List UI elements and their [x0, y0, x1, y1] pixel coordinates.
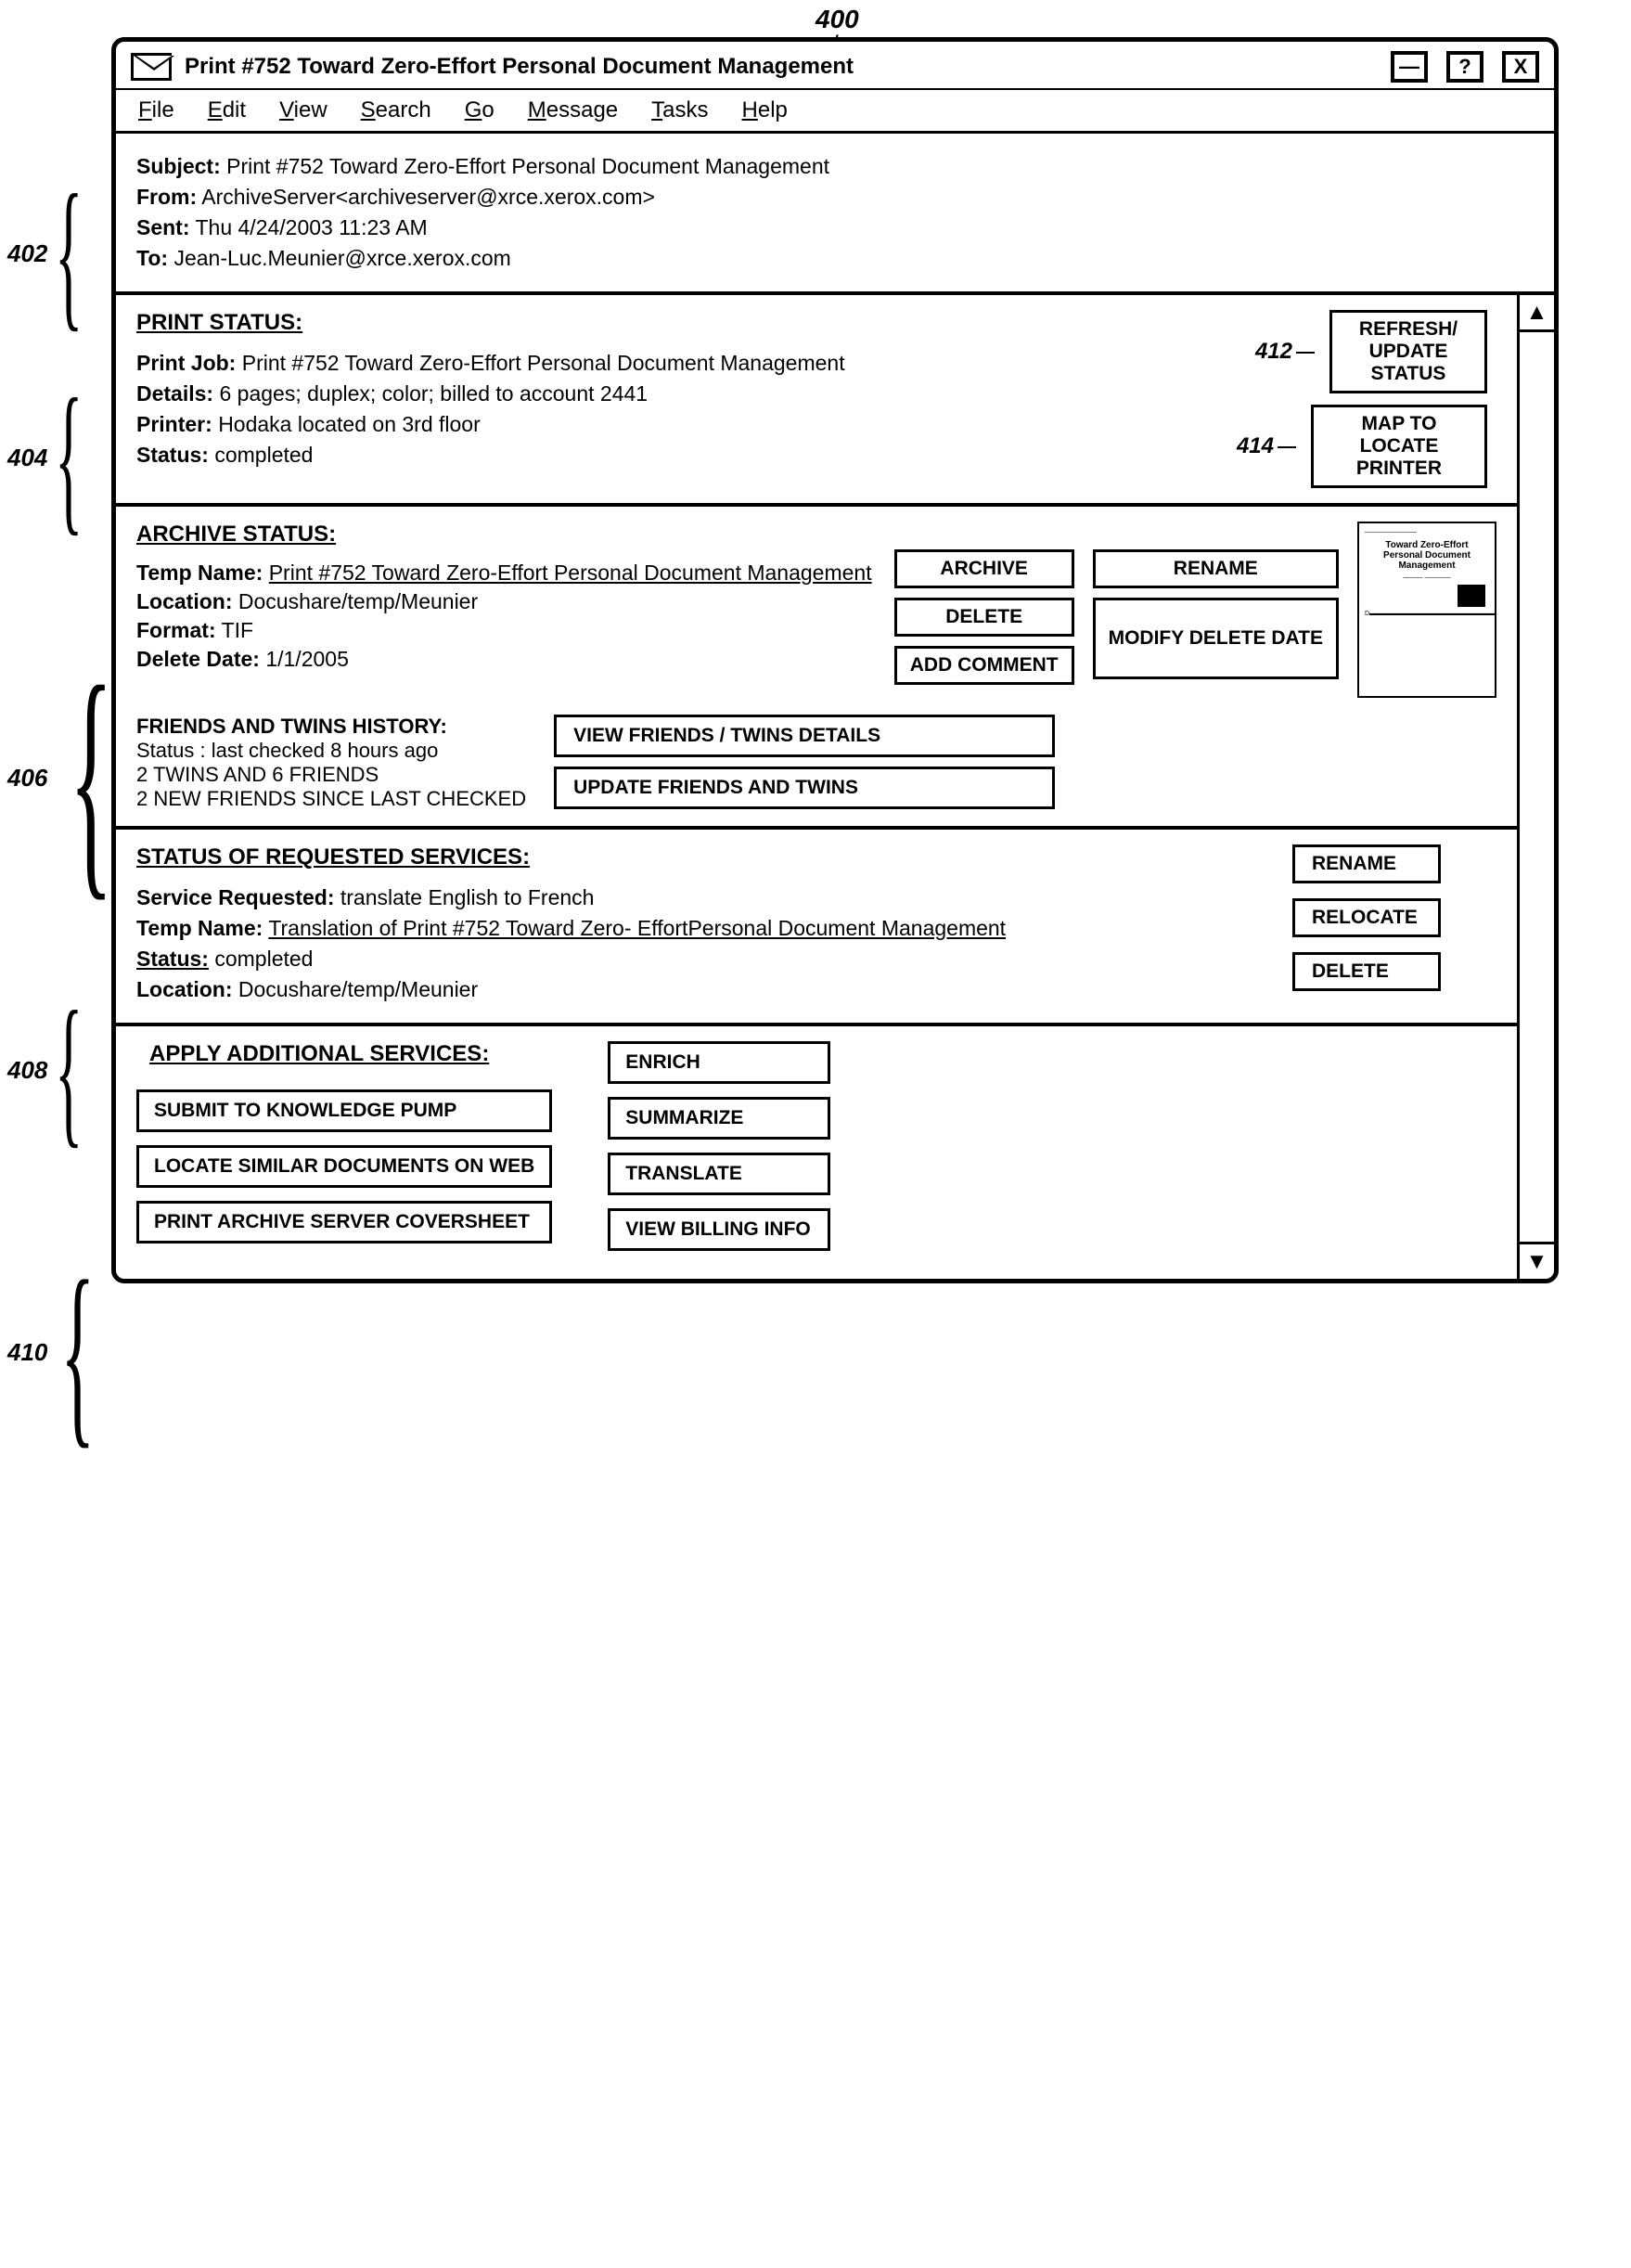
friends-status: Status : last checked 8 hours ago	[136, 739, 526, 763]
rename-button[interactable]: RENAME	[1093, 549, 1339, 588]
archive-temp-name[interactable]: Print #752 Toward Zero-Effort Personal D…	[269, 561, 872, 585]
printer-value: Hodaka located on 3rd floor	[218, 412, 481, 436]
menu-help[interactable]: Help	[742, 97, 788, 123]
subject-value: Print #752 Toward Zero-Effort Personal D…	[226, 154, 829, 178]
minimize-button[interactable]: —	[1391, 51, 1428, 83]
add-comment-button[interactable]: ADD COMMENT	[894, 646, 1074, 685]
map-printer-button[interactable]: MAP TO LOCATE PRINTER	[1311, 405, 1487, 488]
from-value: ArchiveServer<archiveserver@xrce.xerox.c…	[201, 185, 655, 209]
menubar: File Edit View Search Go Message Tasks H…	[116, 90, 1554, 134]
side-label-408: 408{	[7, 1012, 109, 1128]
mail-icon	[131, 53, 172, 81]
services-title: STATUS OF REQUESTED SERVICES:	[136, 844, 530, 870]
service-temp-name[interactable]: Translation of Print #752 Toward Zero- E…	[268, 916, 1006, 940]
menu-edit[interactable]: Edit	[208, 97, 246, 123]
view-billing-button[interactable]: VIEW BILLING INFO	[608, 1208, 830, 1251]
print-details-value: 6 pages; duplex; color; billed to accoun…	[219, 381, 648, 406]
menu-message[interactable]: Message	[528, 97, 618, 123]
scrollbar[interactable]: ▲ ▼	[1517, 295, 1554, 1279]
figure-label-400: 400	[816, 5, 859, 34]
archive-location: Docushare/temp/Meunier	[238, 589, 478, 613]
menu-file[interactable]: File	[138, 97, 174, 123]
side-label-410: 410{	[7, 1281, 127, 1424]
email-header-section: Subject: Print #752 Toward Zero-Effort P…	[116, 134, 1554, 295]
email-window: Print #752 Toward Zero-Effort Personal D…	[111, 37, 1559, 1283]
archive-format: TIF	[222, 618, 254, 642]
service-location: Docushare/temp/Meunier	[238, 977, 478, 1001]
menu-tasks[interactable]: Tasks	[651, 97, 708, 123]
translate-button[interactable]: TRANSLATE	[608, 1153, 830, 1195]
print-job-value: Print #752 Toward Zero-Effort Personal D…	[242, 351, 845, 375]
service-status: completed	[214, 947, 313, 971]
service-requested: translate English to French	[340, 885, 595, 909]
archive-status-section: ARCHIVE STATUS: Temp Name: Print #752 To…	[116, 507, 1517, 830]
help-button[interactable]: ?	[1446, 51, 1483, 83]
service-relocate-button[interactable]: RELOCATE	[1292, 898, 1441, 937]
scroll-down-button[interactable]: ▼	[1520, 1242, 1554, 1279]
archive-delete-date: 1/1/2005	[265, 647, 349, 671]
additional-services-section: APPLY ADDITIONAL SERVICES: SUBMIT TO KNO…	[116, 1026, 1517, 1279]
sent-value: Thu 4/24/2003 11:23 AM	[195, 215, 427, 239]
menu-go[interactable]: Go	[465, 97, 494, 123]
scroll-up-button[interactable]: ▲	[1520, 295, 1554, 332]
callout-412: 412	[1255, 339, 1320, 365]
delete-button[interactable]: DELETE	[894, 598, 1074, 637]
menu-view[interactable]: View	[279, 97, 327, 123]
requested-services-section: STATUS OF REQUESTED SERVICES: Service Re…	[116, 830, 1517, 1026]
locate-similar-button[interactable]: LOCATE SIMILAR DOCUMENTS ON WEB	[136, 1145, 552, 1188]
print-status-value: completed	[214, 443, 313, 467]
menu-search[interactable]: Search	[361, 97, 431, 123]
titlebar: Print #752 Toward Zero-Effort Personal D…	[116, 42, 1554, 90]
enrich-button[interactable]: ENRICH	[608, 1041, 830, 1084]
close-button[interactable]: X	[1502, 51, 1539, 83]
side-label-402: 402{	[7, 195, 109, 312]
update-friends-button[interactable]: UPDATE FRIENDS AND TWINS	[554, 767, 1055, 809]
friends-new: 2 NEW FRIENDS SINCE LAST CHECKED	[136, 787, 526, 811]
window-title: Print #752 Toward Zero-Effort Personal D…	[185, 54, 854, 80]
additional-title: APPLY ADDITIONAL SERVICES:	[149, 1041, 552, 1067]
document-thumbnail[interactable]: ———————— Toward Zero-Effort Personal Doc…	[1357, 522, 1496, 698]
print-status-section: PRINT STATUS: Print Job: Print #752 Towa…	[116, 295, 1517, 507]
modify-delete-date-button[interactable]: MODIFY DELETE DATE	[1093, 598, 1339, 679]
print-status-title: PRINT STATUS:	[136, 310, 302, 336]
print-coversheet-button[interactable]: PRINT ARCHIVE SERVER COVERSHEET	[136, 1201, 552, 1244]
callout-414: 414	[1237, 433, 1302, 459]
friends-counts: 2 TWINS AND 6 FRIENDS	[136, 763, 526, 787]
archive-status-title: ARCHIVE STATUS:	[136, 522, 336, 548]
to-value: Jean-Luc.Meunier@xrce.xerox.com	[173, 246, 510, 270]
archive-button[interactable]: ARCHIVE	[894, 549, 1074, 588]
service-rename-button[interactable]: RENAME	[1292, 844, 1441, 883]
service-delete-button[interactable]: DELETE	[1292, 952, 1441, 991]
friends-history-title: FRIENDS AND TWINS HISTORY:	[136, 715, 526, 739]
refresh-status-button[interactable]: REFRESH/ UPDATE STATUS	[1329, 310, 1487, 393]
summarize-button[interactable]: SUMMARIZE	[608, 1097, 830, 1140]
view-friends-button[interactable]: VIEW FRIENDS / TWINS DETAILS	[554, 715, 1055, 757]
submit-knowledge-pump-button[interactable]: SUBMIT TO KNOWLEDGE PUMP	[136, 1089, 552, 1132]
side-label-404: 404{	[7, 399, 109, 516]
